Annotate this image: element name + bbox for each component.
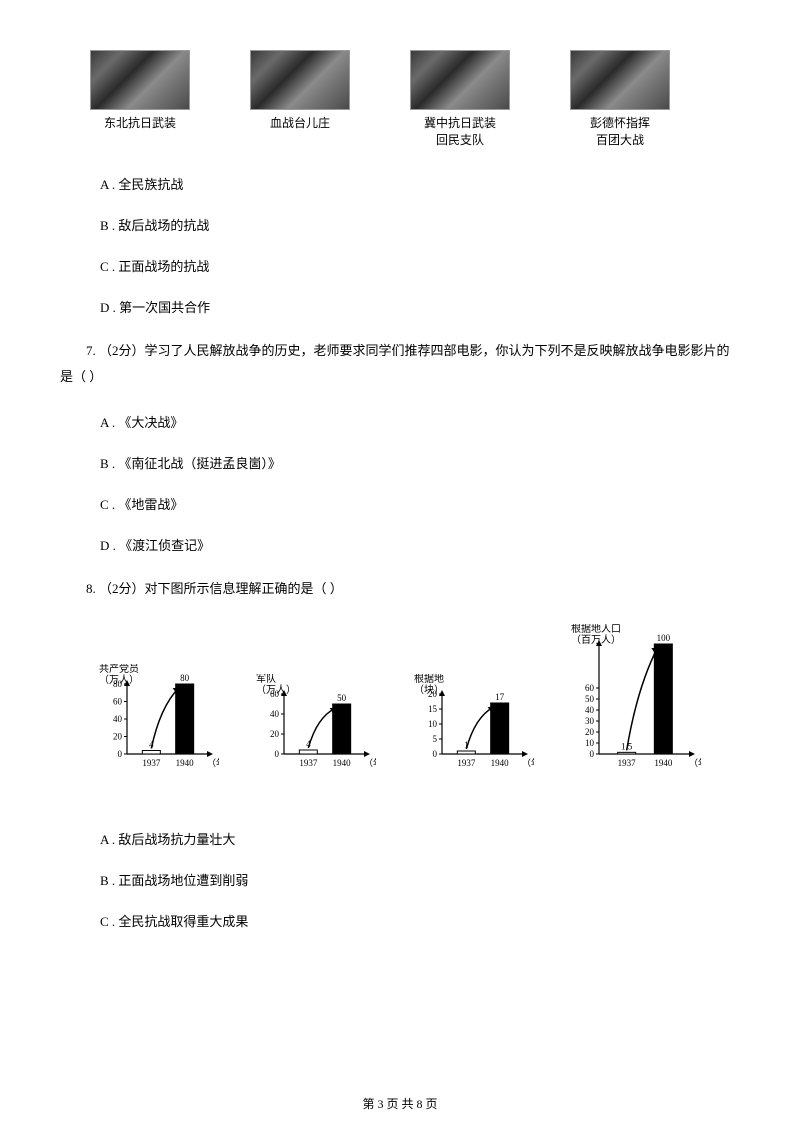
svg-text:80: 80 xyxy=(180,673,190,683)
svg-text:（年）: （年） xyxy=(689,757,701,768)
q7-options: A . 《大决战》 B . 《南征北战（挺进孟良崮）》 C . 《地雷战》 D … xyxy=(60,412,740,554)
photo-row: 东北抗日武装 血战台儿庄 冀中抗日武装回民支队 彭德怀指挥百团大战 xyxy=(60,50,740,149)
option-a: A . 《大决战》 xyxy=(100,412,740,431)
svg-text:1937: 1937 xyxy=(457,758,476,768)
photo-caption: 冀中抗日武装回民支队 xyxy=(424,115,496,149)
option-c: C . 《地雷战》 xyxy=(100,494,740,513)
q6-options: A . 全民族抗战 B . 敌后战场的抗战 C . 正面战场的抗战 D . 第一… xyxy=(60,174,740,316)
svg-text:0: 0 xyxy=(275,749,280,759)
svg-text:20: 20 xyxy=(270,729,280,739)
option-a: A . 全民族抗战 xyxy=(100,174,740,193)
svg-text:（百万人）: （百万人） xyxy=(571,634,621,646)
svg-text:0: 0 xyxy=(117,749,122,759)
svg-text:60: 60 xyxy=(585,683,595,693)
svg-text:1940: 1940 xyxy=(490,758,509,768)
q8-text: 8. （2分）对下图所示信息理解正确的是（ ） xyxy=(60,576,740,602)
svg-text:1940: 1940 xyxy=(655,758,674,768)
svg-text:40: 40 xyxy=(113,714,123,724)
photo-item-4: 彭德怀指挥百团大战 xyxy=(560,50,680,149)
photo-placeholder xyxy=(410,50,510,110)
chart-4: 根据地人口（百万人）01020304050601.519371001940（年） xyxy=(571,624,701,804)
photo-caption: 血战台儿庄 xyxy=(270,115,330,132)
svg-text:40: 40 xyxy=(585,705,595,715)
photo-caption: 彭德怀指挥百团大战 xyxy=(590,115,650,149)
svg-text:（年）: （年） xyxy=(364,757,376,768)
svg-text:80: 80 xyxy=(113,679,123,689)
svg-text:根据地人口: 根据地人口 xyxy=(571,624,621,635)
svg-text:5: 5 xyxy=(432,734,437,744)
option-b: B . 正面战场地位遭到削弱 xyxy=(100,870,740,889)
photo-placeholder xyxy=(250,50,350,110)
svg-text:共产党员: 共产党员 xyxy=(99,664,139,675)
option-b: B . 敌后战场的抗战 xyxy=(100,215,740,234)
svg-text:60: 60 xyxy=(113,696,123,706)
photo-placeholder xyxy=(570,50,670,110)
svg-text:（年）: （年） xyxy=(522,757,534,768)
svg-text:20: 20 xyxy=(113,731,123,741)
svg-text:50: 50 xyxy=(585,694,595,704)
photo-item-2: 血战台儿庄 xyxy=(240,50,360,149)
photo-item-1: 东北抗日武装 xyxy=(80,50,200,149)
option-d: D . 第一次国共合作 xyxy=(100,297,740,316)
svg-text:1937: 1937 xyxy=(618,758,637,768)
chart-1: 共产党员（万人）02040608041937801940（年） xyxy=(99,664,219,804)
svg-text:20: 20 xyxy=(428,689,438,699)
svg-text:10: 10 xyxy=(428,719,438,729)
svg-text:（年）: （年） xyxy=(207,757,219,768)
svg-text:根据地: 根据地 xyxy=(414,674,444,685)
chart-3: 根据地（块）0510152011937171940（年） xyxy=(414,674,534,804)
q8-options: A . 敌后战场抗力量壮大 B . 正面战场地位遭到削弱 C . 全民抗战取得重… xyxy=(60,829,740,930)
svg-text:1940: 1940 xyxy=(333,758,352,768)
option-c: C . 全民抗战取得重大成果 xyxy=(100,911,740,930)
photo-item-3: 冀中抗日武装回民支队 xyxy=(400,50,520,149)
svg-text:100: 100 xyxy=(657,633,671,643)
q7-text: 7. （2分）学习了人民解放战争的历史，老师要求同学们推荐四部电影，你认为下列不… xyxy=(60,338,740,390)
chart-2: 军队（万人）020406041937501940（年） xyxy=(256,674,376,804)
svg-text:60: 60 xyxy=(270,689,280,699)
svg-text:0: 0 xyxy=(590,749,595,759)
svg-text:15: 15 xyxy=(428,704,438,714)
svg-text:10: 10 xyxy=(585,738,595,748)
page-footer: 第 3 页 共 8 页 xyxy=(0,1095,800,1112)
photo-caption: 东北抗日武装 xyxy=(104,115,176,132)
svg-text:1940: 1940 xyxy=(175,758,194,768)
svg-text:30: 30 xyxy=(585,716,595,726)
svg-text:0: 0 xyxy=(432,749,437,759)
svg-text:20: 20 xyxy=(585,727,595,737)
option-b: B . 《南征北战（挺进孟良崮）》 xyxy=(100,453,740,472)
svg-text:50: 50 xyxy=(337,693,347,703)
option-d: D . 《渡江侦查记》 xyxy=(100,535,740,554)
svg-text:40: 40 xyxy=(270,709,280,719)
photo-placeholder xyxy=(90,50,190,110)
svg-text:17: 17 xyxy=(495,692,505,702)
svg-text:1937: 1937 xyxy=(142,758,161,768)
option-c: C . 正面战场的抗战 xyxy=(100,256,740,275)
option-a: A . 敌后战场抗力量壮大 xyxy=(100,829,740,848)
svg-text:1937: 1937 xyxy=(300,758,319,768)
svg-text:军队: 军队 xyxy=(256,674,276,685)
charts-row: 共产党员（万人）02040608041937801940（年） 军队（万人）02… xyxy=(60,624,740,804)
